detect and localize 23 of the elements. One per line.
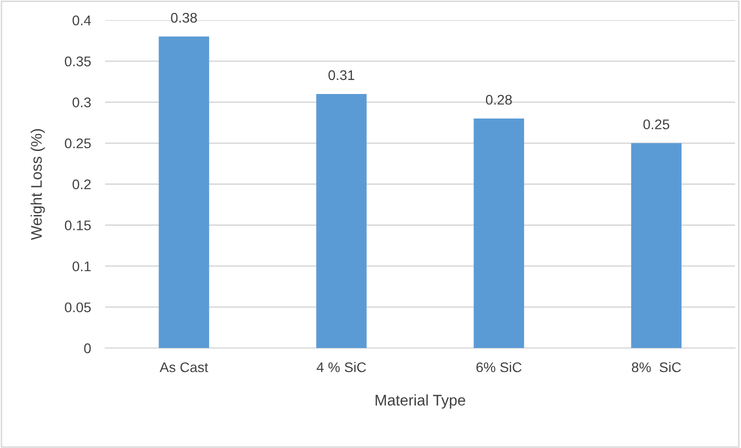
y-tick-label: 0.3 — [72, 97, 91, 108]
y-tick-label: 0 — [84, 343, 91, 354]
x-tick-label: 4 % SiC — [316, 362, 366, 372]
y-tick-label: 0.2 — [72, 179, 91, 190]
data-label: 0.38 — [170, 12, 197, 23]
x-tick-label: 8% SiC — [632, 362, 681, 372]
data-label: 0.25 — [643, 119, 670, 130]
y-tick-label: 0.1 — [72, 261, 91, 272]
x-tick-label: As Cast — [160, 362, 208, 372]
bar — [316, 94, 367, 348]
data-label: 0.31 — [328, 70, 354, 80]
y-tick-label: 0.4 — [72, 15, 91, 26]
y-axis-title: Weight Loss (%) — [30, 129, 45, 240]
bar — [631, 143, 682, 348]
y-tick-label: 0.15 — [64, 220, 91, 230]
y-tick-label: 0.25 — [64, 138, 91, 148]
bar — [474, 118, 524, 348]
y-tick-label: 0.05 — [64, 302, 91, 312]
x-tick-label: 6% SiC — [476, 362, 522, 372]
bar — [158, 36, 210, 348]
data-label: 0.28 — [486, 94, 512, 105]
x-axis-title: Material Type — [376, 394, 466, 409]
y-tick-label: 0.35 — [64, 56, 91, 66]
